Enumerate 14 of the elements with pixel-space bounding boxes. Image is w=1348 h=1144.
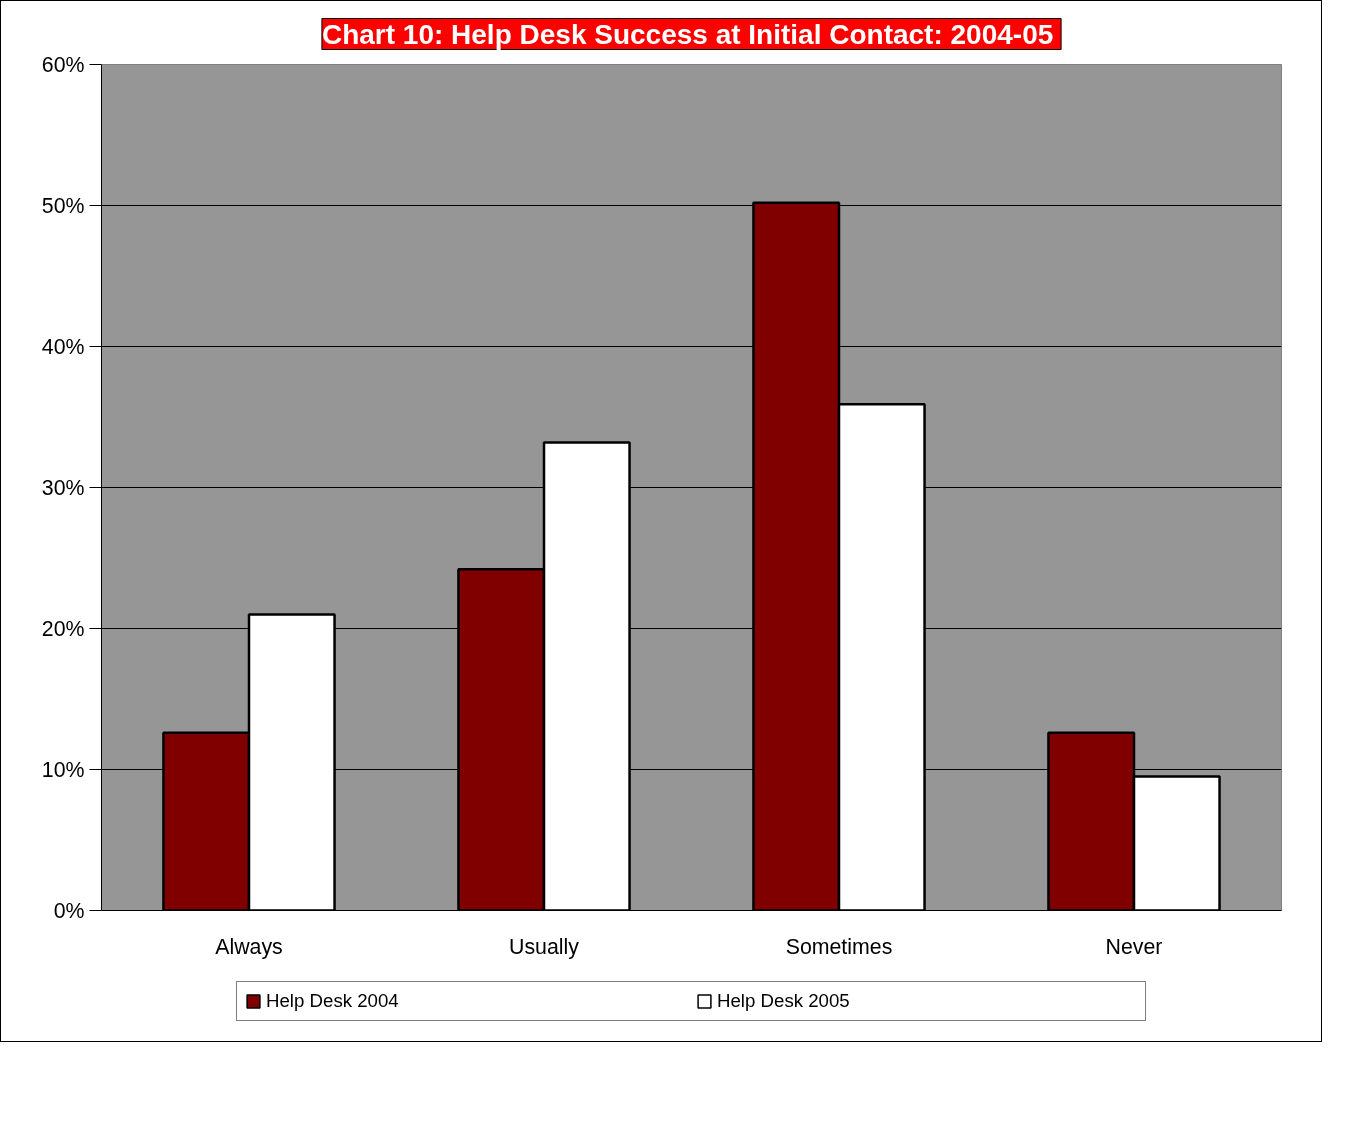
y-tick-label: 0% <box>53 898 85 923</box>
x-tick-label: Never <box>1105 934 1163 959</box>
chart-title: Chart 10: Help Desk Success at Initial Contact: 2004-05 <box>321 18 1054 50</box>
y-tick-label: 20% <box>41 616 85 641</box>
x-tick-label: Usually <box>509 934 580 959</box>
x-tick-label: Always <box>215 934 283 959</box>
y-tick-label: 40% <box>41 334 85 359</box>
y-tick-label: 50% <box>41 193 85 218</box>
legend-label: Help Desk 2004 <box>266 990 400 1012</box>
legend-label: Help Desk 2005 <box>717 990 851 1012</box>
y-tick-label: 10% <box>41 757 85 782</box>
y-tick-label: 30% <box>41 475 85 500</box>
x-tick-label: Sometimes <box>785 934 893 959</box>
y-tick-label: 60% <box>41 52 85 77</box>
